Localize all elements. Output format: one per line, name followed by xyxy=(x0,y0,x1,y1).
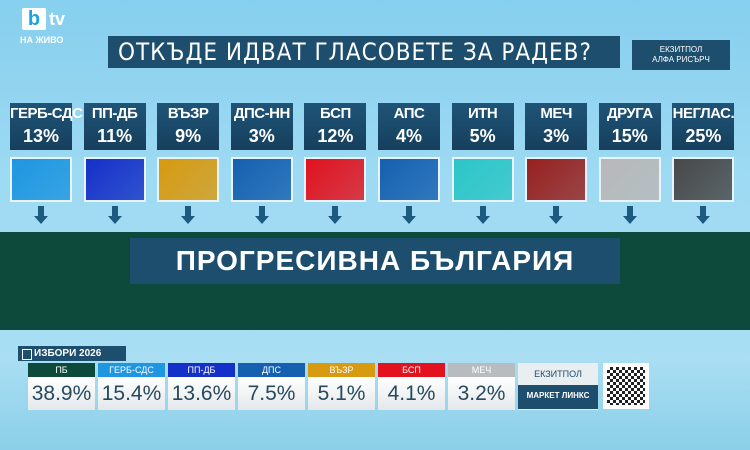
source-pct: 9% xyxy=(175,126,202,146)
source-label: МЕЧ 3% xyxy=(525,103,588,150)
source-name: ГЕРБ-СДС xyxy=(10,105,83,122)
result-cell: ПБ 38.9% xyxy=(28,363,95,410)
page-title: ОТКЪДЕ ИДВАТ ГЛАСОВЕТЕ ЗА РАДЕВ? xyxy=(108,36,620,68)
source-name: ИТН xyxy=(467,105,498,122)
logo-tv: tv xyxy=(49,8,66,29)
source-label: ПП-ДБ 11% xyxy=(83,103,146,150)
result-pct: 15.4% xyxy=(98,377,165,410)
arrow-down-icon xyxy=(622,206,637,226)
result-pct: 38.9% xyxy=(28,377,95,410)
result-pct: 4.1% xyxy=(378,377,445,410)
source-label: БСП 12% xyxy=(304,103,367,150)
source-pct: 3% xyxy=(248,126,275,146)
source-name: БСП xyxy=(320,105,351,122)
source-name: ПП-ДБ xyxy=(91,105,138,122)
source-column: ПП-ДБ 11% xyxy=(83,103,146,226)
source-swatch xyxy=(230,157,293,202)
result-party: ВЪЗР xyxy=(308,363,375,377)
arrow-down-icon xyxy=(402,206,416,226)
arrow-down-icon xyxy=(696,206,711,226)
source-swatch xyxy=(378,157,440,202)
source-column: НЕГЛАС. 25% xyxy=(672,103,735,226)
result-party: ГЕРБ-СДС xyxy=(98,363,165,377)
source-swatch xyxy=(451,157,514,202)
source-label: ИТН 5% xyxy=(451,103,514,150)
result-party: ДПС xyxy=(238,363,305,377)
source-column: ДРУГА 15% xyxy=(598,103,661,226)
source-pct: 4% xyxy=(395,126,422,146)
result-pct: 5.1% xyxy=(308,377,375,410)
result-pct: 13.6% xyxy=(168,377,235,410)
source-pct: 25% xyxy=(685,126,722,146)
source-label: ДПС-НН 3% xyxy=(230,103,293,150)
source-line2: АЛФА РИСЪРЧ xyxy=(652,55,710,64)
arrow-down-icon xyxy=(181,206,196,226)
source-swatch xyxy=(598,157,661,202)
arrow-down-icon xyxy=(107,206,122,226)
source-column: ГЕРБ-СДС 13% xyxy=(10,103,83,226)
source-column: МЕЧ 3% xyxy=(525,103,588,226)
source-pct: 5% xyxy=(469,126,496,146)
source-label: ГЕРБ-СДС 13% xyxy=(10,103,83,150)
source-name: АПС xyxy=(393,105,425,122)
source-column: ИТН 5% xyxy=(451,103,514,226)
source-pct: 13% xyxy=(22,126,60,146)
btv-logo: b tv xyxy=(22,8,65,30)
source-label: НЕГЛАС. 25% xyxy=(672,103,735,150)
logo-b: b xyxy=(22,8,46,30)
source-swatch xyxy=(157,157,220,202)
ticker-tab: ИЗБОРИ 2026 xyxy=(18,346,126,361)
ticker-source: ЕКЗИТПОЛ МАРКЕТ ЛИНКС xyxy=(518,363,598,410)
source-swatch xyxy=(83,157,146,202)
source-swatch xyxy=(525,157,588,202)
source-name: ДПС-НН xyxy=(233,105,290,122)
result-party: ПП-ДБ xyxy=(168,363,235,377)
result-cell: ГЕРБ-СДС 15.4% xyxy=(98,363,165,410)
source-label: АПС 4% xyxy=(378,103,440,150)
source-name: МЕЧ xyxy=(540,105,572,122)
result-party: БСП xyxy=(378,363,445,377)
source-pct: 11% xyxy=(97,126,133,146)
source-name: ДРУГА xyxy=(606,105,653,122)
source-column: АПС 4% xyxy=(378,103,440,226)
result-pct: 3.2% xyxy=(448,377,515,410)
source-line1: ЕКЗИТПОЛ xyxy=(659,45,703,54)
arrow-down-icon xyxy=(34,206,48,226)
result-cell: МЕЧ 3.2% xyxy=(448,363,515,410)
source-name: НЕГЛАС. xyxy=(672,105,735,122)
arrow-down-icon xyxy=(254,206,269,226)
live-label: НА ЖИВО xyxy=(20,35,64,45)
result-pct: 7.5% xyxy=(238,377,305,410)
ticker-source2: МАРКЕТ ЛИНКС xyxy=(518,385,598,409)
source-column: ДПС-НН 3% xyxy=(230,103,293,226)
source-swatch xyxy=(304,157,367,202)
arrow-down-icon xyxy=(475,206,490,226)
source-swatch xyxy=(672,157,735,202)
source-pct: 12% xyxy=(317,126,354,146)
arrow-down-icon xyxy=(328,206,343,226)
result-cell: ВЪЗР 5.1% xyxy=(308,363,375,410)
source-column: ВЪЗР 9% xyxy=(157,103,220,226)
source-swatch xyxy=(10,157,72,202)
arrow-down-icon xyxy=(549,206,564,226)
target-party: ПРОГРЕСИВНА БЪЛГАРИЯ xyxy=(130,238,620,284)
source-pct: 3% xyxy=(543,126,570,146)
result-cell: ДПС 7.5% xyxy=(238,363,305,410)
result-cell: ПП-ДБ 13.6% xyxy=(168,363,235,410)
source-label: ВЪЗР 9% xyxy=(157,103,220,150)
source-badge: ЕКЗИТПОЛ АЛФА РИСЪРЧ xyxy=(632,40,730,70)
ticker-source1: ЕКЗИТПОЛ xyxy=(534,369,582,379)
source-pct: 15% xyxy=(611,126,648,146)
source-column: БСП 12% xyxy=(304,103,367,226)
qr-code xyxy=(603,363,649,409)
result-party: ПБ xyxy=(28,363,95,377)
result-cell: БСП 4.1% xyxy=(378,363,445,410)
source-name: ВЪЗР xyxy=(167,105,209,122)
result-party: МЕЧ xyxy=(448,363,515,377)
source-label: ДРУГА 15% xyxy=(598,103,661,150)
